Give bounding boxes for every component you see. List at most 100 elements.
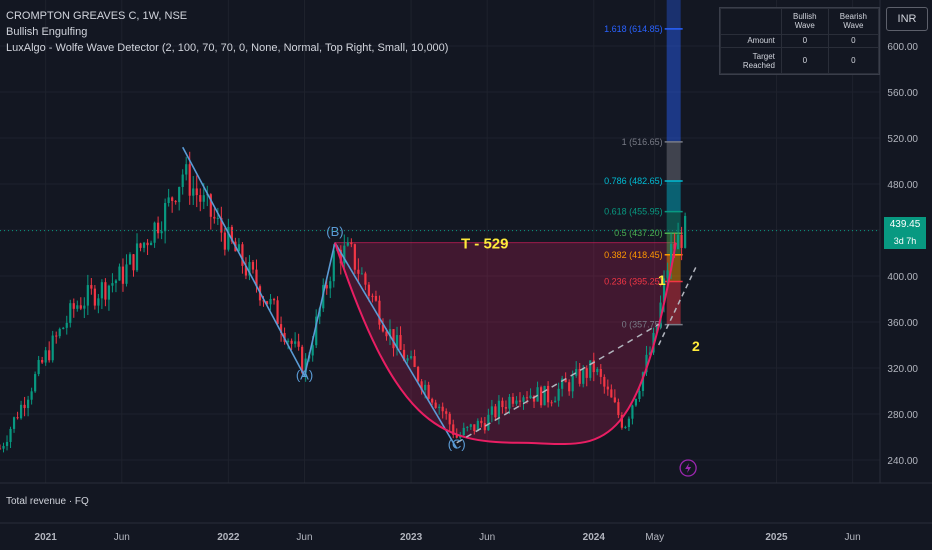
candle-body [107, 285, 111, 300]
candle-body [350, 242, 353, 245]
candle-body [676, 234, 680, 250]
candle-body [19, 404, 23, 419]
candle-body [5, 441, 9, 446]
candle-body [662, 278, 666, 303]
candle-body [406, 358, 409, 361]
candle-body [192, 188, 195, 196]
candle-body [287, 340, 290, 342]
candle-body [434, 402, 437, 408]
candle-body [648, 352, 652, 355]
fib-band-segment [666, 211, 681, 234]
candle-body [473, 424, 476, 432]
candle-body [111, 283, 114, 286]
candle-body [627, 418, 631, 428]
target-label: T - 529 [461, 236, 509, 253]
fib-band-top [666, 0, 681, 29]
y-tick-label: 280.00 [887, 410, 918, 421]
candle-body [441, 406, 444, 412]
candles-group [0, 151, 687, 453]
candle-body [399, 335, 402, 350]
candle-body [332, 250, 335, 282]
candle-body [167, 197, 170, 204]
stats-target-bullish: 0 [780, 47, 829, 74]
candle-body [58, 328, 61, 337]
y-tick-label: 360.00 [887, 318, 918, 329]
candle-body [557, 388, 560, 401]
candle-body [480, 420, 483, 424]
candle-body [0, 448, 2, 450]
candle-body [684, 215, 687, 248]
candle-body [160, 231, 163, 234]
stats-row-target: Target Reached [720, 47, 782, 74]
candle-body [592, 360, 595, 373]
wave-label: 1 [658, 272, 666, 288]
fib-level-label: 1 (516.65) [622, 137, 663, 147]
stats-amount-bullish: 0 [780, 33, 829, 49]
fib-level-label: 0.618 (455.95) [604, 207, 663, 217]
candle-body [157, 222, 160, 234]
candle-body [142, 242, 146, 248]
candle-body [262, 300, 265, 302]
candle-body [525, 397, 529, 399]
candle-body [427, 384, 430, 399]
candle-body [79, 305, 82, 309]
x-tick-label: Jun [114, 532, 130, 543]
candle-body [624, 427, 627, 429]
candle-body [550, 402, 553, 404]
candle-body [346, 242, 349, 246]
candle-body [546, 385, 550, 403]
candle-body [65, 322, 68, 328]
candle-body [23, 404, 26, 409]
candle-body [27, 399, 30, 409]
candle-body [72, 303, 75, 309]
candle-body [568, 382, 571, 392]
candle-body [606, 386, 609, 390]
x-tick-label: 2021 [35, 532, 58, 543]
candle-body [617, 402, 620, 416]
fib-level-label: 0 (357.75) [622, 320, 663, 330]
candle-body [388, 329, 392, 337]
fib-band-segment [666, 141, 681, 181]
candle-body [448, 413, 451, 425]
projection-dashed-line-2 [657, 264, 698, 346]
candle-body [445, 411, 448, 414]
candle-body [118, 266, 121, 281]
candle-body [311, 345, 314, 356]
currency-button[interactable]: INR [886, 7, 928, 31]
candle-body [9, 428, 12, 442]
indicator-bullish-engulfing[interactable]: Bullish Engulfing [6, 26, 88, 38]
wolfe-wave-line [181, 146, 306, 377]
candle-body [265, 301, 269, 305]
stats-col-bullish: Bullish Wave [780, 8, 829, 35]
candle-body [367, 284, 371, 296]
candle-body [564, 378, 567, 383]
candle-body [132, 254, 135, 271]
candle-body [599, 368, 602, 377]
candle-body [244, 265, 248, 276]
candle-body [543, 385, 546, 406]
candle-body [216, 217, 219, 219]
candle-body [339, 249, 342, 264]
candle-body [199, 195, 202, 202]
candle-body [420, 381, 423, 391]
candle-body [343, 245, 346, 264]
candle-body [69, 303, 72, 323]
bottom-pane-label[interactable]: Total revenue · FQ [6, 496, 89, 507]
candle-body [483, 423, 486, 431]
wave-label: (C) [448, 437, 466, 452]
candle-body [178, 186, 181, 203]
candle-body [494, 406, 497, 418]
candle-body [395, 335, 399, 349]
candle-body [2, 445, 5, 449]
indicator-wolfe-wave[interactable]: LuxAlgo - Wolfe Wave Detector (2, 100, 7… [6, 42, 449, 54]
wave-label: (B) [326, 224, 343, 239]
candle-body [30, 391, 33, 400]
candle-body [86, 285, 89, 306]
candle-body [353, 244, 356, 270]
candle-body [518, 400, 522, 402]
candle-body [48, 350, 51, 361]
y-tick-label: 320.00 [887, 364, 918, 375]
candle-body [139, 243, 142, 248]
candle-body [149, 242, 153, 246]
